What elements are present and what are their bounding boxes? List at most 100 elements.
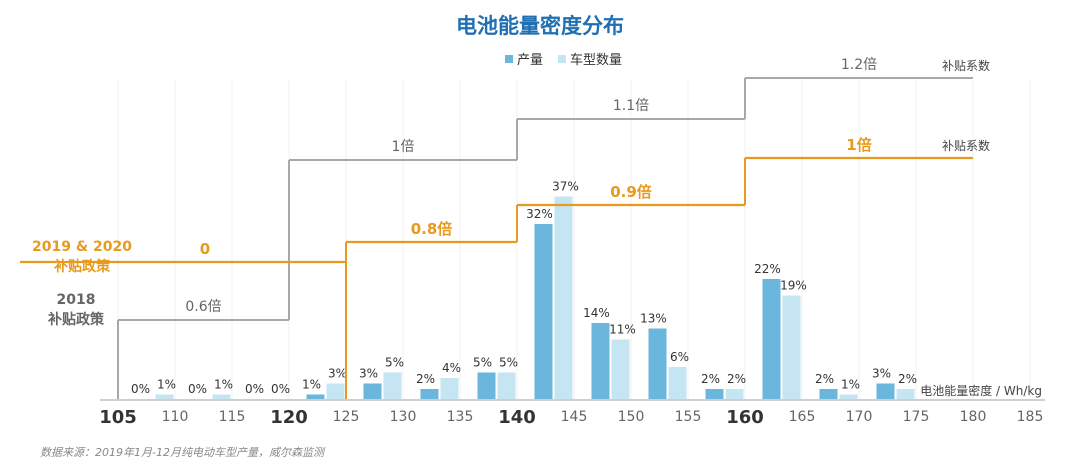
bar-models-130 [440, 378, 459, 400]
x-tick-130: 130 [390, 409, 417, 425]
bar-production-150 [648, 328, 667, 400]
value-label-models-170: 2% [898, 372, 917, 386]
value-label-models-120: 3% [328, 367, 347, 381]
policy-2018-label-105: 0.6倍 [185, 299, 221, 315]
x-tick-165: 165 [789, 409, 816, 425]
value-label-models-115: 0% [271, 382, 290, 396]
x-tick-145: 145 [561, 409, 588, 425]
bar-production-135 [477, 372, 496, 400]
value-label-production-150: 13% [640, 312, 667, 326]
value-label-models-165: 1% [841, 378, 860, 392]
policy-2019-2020-label-line2: 补贴政策 [53, 258, 111, 275]
value-label-models-145: 11% [609, 323, 636, 337]
x-tick-180: 180 [960, 409, 987, 425]
bar-production-120 [306, 394, 325, 400]
value-label-models-125: 5% [385, 356, 404, 370]
policy-2019-label-125: 0.8倍 [411, 220, 453, 238]
policy-2018-coef-label: 补贴系数 [942, 58, 990, 73]
x-axis-label: 电池能量密度 / Wh/kg [920, 383, 1042, 398]
policy-2019-2020-label-line1: 2019 & 2020 [32, 239, 132, 255]
bar-models-145 [611, 339, 630, 400]
value-label-models-140: 37% [552, 180, 579, 194]
value-label-production-130: 2% [416, 372, 435, 386]
policy-2019-label-105: 0 [200, 240, 210, 258]
bar-models-165 [839, 394, 858, 400]
policy-2018-label-160: 1.2倍 [841, 57, 877, 73]
grid-lines [117, 80, 1031, 400]
bar-production-145 [591, 323, 610, 400]
value-label-models-150: 6% [670, 350, 689, 364]
value-label-models-155: 2% [727, 372, 746, 386]
value-label-production-105: 0% [131, 382, 150, 396]
value-label-production-145: 14% [583, 306, 610, 320]
bar-models-160 [782, 295, 801, 400]
value-label-production-170: 3% [872, 367, 891, 381]
policy-2019-label-160: 1倍 [846, 136, 871, 154]
x-axis: 105 110 115 120 125 130 135 140 145 150 155 160 165 1… [99, 399, 1045, 428]
value-label-models-105: 1% [157, 378, 176, 392]
x-tick-175: 175 [903, 409, 930, 425]
policy-2018-label: 2018 补贴政策 [47, 292, 105, 328]
x-tick-120: 120 [270, 407, 308, 428]
value-label-production-125: 3% [359, 367, 378, 381]
policy-2019-label-140: 0.9倍 [610, 183, 652, 201]
value-label-models-135: 5% [499, 356, 518, 370]
bar-models-120 [326, 383, 345, 400]
bar-value-labels: 0% 1% 0% 1% 0% 0% 1% 3% 3% 5% 2% 4% 5% 5% 32% 37% 14% 11%… [131, 180, 917, 397]
bar-models-135 [497, 372, 516, 400]
value-label-production-140: 32% [526, 207, 553, 221]
value-label-models-130: 4% [442, 361, 461, 375]
bar-models-105 [155, 394, 174, 400]
value-label-models-160: 19% [780, 279, 807, 293]
chart-title: 电池能量密度分布 [456, 14, 624, 38]
value-label-production-120: 1% [302, 378, 321, 392]
value-label-production-135: 5% [473, 356, 492, 370]
x-tick-160: 160 [726, 407, 764, 428]
bar-models-150 [668, 367, 687, 400]
policy-2019-2020-label: 2019 & 2020 补贴政策 [32, 239, 132, 275]
value-label-production-155: 2% [701, 372, 720, 386]
bar-production-125 [363, 383, 382, 400]
value-label-production-160: 22% [754, 262, 781, 276]
legend-swatch-models [558, 55, 566, 63]
value-label-models-110: 1% [214, 378, 233, 392]
x-tick-185: 185 [1017, 409, 1044, 425]
bar-production-160 [762, 279, 781, 400]
x-tick-115: 115 [219, 409, 246, 425]
x-tick-150: 150 [618, 409, 645, 425]
policy-2018-label-140: 1.1倍 [613, 98, 649, 114]
bar-production-155 [705, 389, 724, 400]
bar-models-140 [554, 196, 573, 400]
x-tick-170: 170 [846, 409, 873, 425]
policy-step-lines: 0.6倍 1倍 1.1倍 1.2倍 0 0.8倍 0.9倍 1倍 [20, 57, 973, 400]
x-tick-135: 135 [447, 409, 474, 425]
bar-production-165 [819, 389, 838, 400]
value-label-production-110: 0% [188, 382, 207, 396]
x-tick-125: 125 [333, 409, 360, 425]
value-label-production-115: 0% [245, 382, 264, 396]
bar-production-130 [420, 389, 439, 400]
bar-production-170 [876, 383, 895, 400]
bar-production-140 [534, 224, 553, 400]
bar-models-170 [896, 389, 915, 400]
bar-models-110 [212, 394, 231, 400]
x-tick-155: 155 [675, 409, 702, 425]
bar-models-125 [383, 372, 402, 400]
legend-swatch-production [505, 55, 513, 63]
value-label-production-165: 2% [815, 372, 834, 386]
policy-2019-coef-label: 补贴系数 [942, 138, 990, 153]
x-tick-105: 105 [99, 407, 137, 428]
legend-label-production: 产量 [517, 53, 543, 68]
x-tick-140: 140 [498, 407, 536, 428]
x-tick-110: 110 [162, 409, 189, 425]
legend-label-models: 车型数量 [570, 52, 622, 68]
policy-2018-label-line2: 补贴政策 [47, 311, 105, 328]
bar-series [135, 196, 915, 400]
policy-2018-label-line1: 2018 [57, 292, 96, 308]
legend: 产量 车型数量 [505, 52, 622, 68]
policy-2018-label-120: 1倍 [392, 139, 415, 155]
bar-models-155 [725, 389, 744, 400]
data-source-note: 数据来源：2019年1月-12月纯电动车型产量，威尔森监测 [40, 446, 326, 459]
